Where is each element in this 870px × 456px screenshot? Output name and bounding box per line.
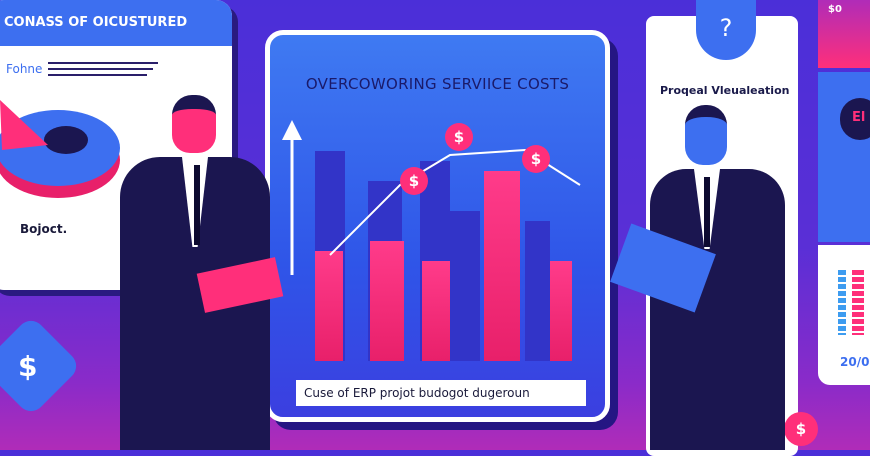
donut-chart-icon xyxy=(0,100,120,198)
bar xyxy=(370,241,404,361)
bar xyxy=(550,261,572,361)
dollar-icon: $ xyxy=(18,350,38,383)
left-card-label: Fohne xyxy=(6,62,43,76)
left-card-footer: Bojoct. xyxy=(20,222,68,236)
bar xyxy=(315,251,343,361)
question-shield-icon: ? xyxy=(696,0,756,60)
far-right-badge: El xyxy=(840,98,870,140)
trend-line xyxy=(282,120,581,275)
dollar-badge xyxy=(0,315,82,417)
bar xyxy=(422,261,450,361)
far-right-panel: $0 El 20/0 xyxy=(818,0,870,450)
chart-title: OVERCOWORING SERVIICE COSTS xyxy=(305,75,570,93)
year-label: 20/0 xyxy=(840,355,870,369)
dollar-coin-icon: $ xyxy=(445,123,473,151)
businessman-right xyxy=(610,105,790,450)
top-label: $0 xyxy=(828,4,842,15)
dollar-coin-icon: $ xyxy=(522,145,550,173)
dollar-coin-icon: $ xyxy=(784,412,818,446)
left-card-header: CONASS OF OICUSTURED xyxy=(0,0,232,46)
businessman-left xyxy=(110,95,284,450)
dollar-coin-icon: $ xyxy=(400,167,428,195)
text-lines xyxy=(48,62,158,80)
bar xyxy=(484,171,520,361)
chart-caption: Cuse of ERP projot budogot dugeroun xyxy=(296,380,586,406)
right-panel-title: Proqeal Vleualeation xyxy=(660,84,790,97)
center-chart-card: OVERCOWORING SERVIICE COSTS $ $ $ Cuse o… xyxy=(265,30,610,422)
